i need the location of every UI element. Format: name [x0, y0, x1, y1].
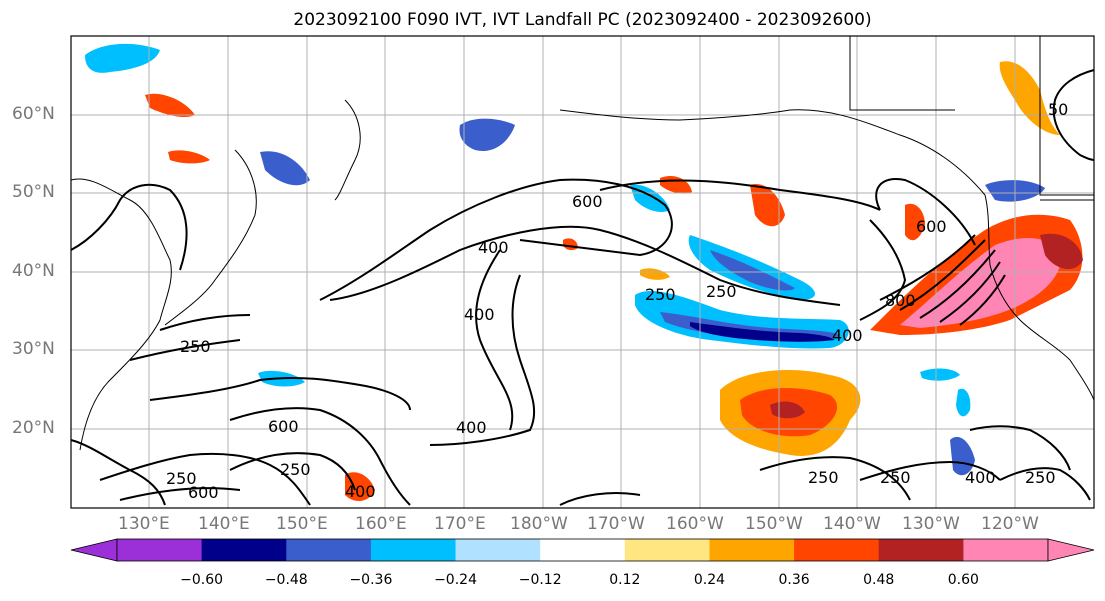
colorbar-block — [540, 539, 626, 561]
lon-label: 130°E — [118, 514, 170, 534]
lon-label: 170°E — [434, 514, 486, 534]
lon-label: 120°W — [981, 514, 1039, 534]
contour-label: 250 — [706, 282, 737, 301]
patch-nw-2 — [145, 93, 195, 118]
lon-label: 140°W — [823, 514, 881, 534]
patch-se-1 — [950, 436, 975, 476]
contour-label: 800 — [885, 291, 916, 310]
lon-label: 150°E — [276, 514, 328, 534]
colorbar-tick-label: 0.48 — [863, 572, 895, 588]
colorbar-block — [624, 539, 710, 561]
colorbar-extend-right — [1047, 538, 1095, 562]
colorbar-tick-label: −0.36 — [349, 572, 393, 588]
colorbar-tick-label: −0.60 — [180, 572, 224, 588]
contour-label: 250 — [1025, 468, 1056, 487]
lon-label: 130°W — [902, 514, 960, 534]
colorbar-block — [370, 539, 456, 561]
contour-label: 250 — [808, 468, 839, 487]
colorbar-tick-label: 0.60 — [947, 572, 979, 588]
lon-label: 140°E — [198, 514, 250, 534]
coast-japan — [164, 149, 257, 326]
contour-label: 400 — [965, 468, 996, 487]
colorbar-tick-label: −0.12 — [518, 572, 562, 588]
colorbar-block — [117, 539, 203, 561]
contour-label: 600 — [916, 217, 947, 236]
contour-label: 400 — [478, 238, 509, 257]
lon-label: 160°E — [355, 514, 407, 534]
patch-ne-2 — [905, 203, 925, 241]
lat-label: 30°N — [12, 339, 55, 359]
lon-label: 180°W — [510, 514, 568, 534]
coast-alaska — [559, 109, 986, 196]
colorbar-tick-label: 0.36 — [778, 572, 810, 588]
contour-label: 250 — [880, 468, 911, 487]
border-ne — [849, 36, 1094, 201]
colorbar — [70, 538, 1095, 562]
figure-title: 2023092100 F090 IVT, IVT Landfall PC (20… — [293, 10, 872, 30]
patch-n-1 — [459, 118, 515, 151]
lat-label: 60°N — [12, 104, 55, 124]
positive-region-westcoast-dark — [1040, 233, 1083, 270]
ivt-contours — [70, 69, 1095, 506]
contour-label: 400 — [345, 482, 376, 501]
contour-label: 400 — [832, 326, 863, 345]
patch-nw-4 — [260, 151, 310, 186]
contour-label: 250 — [166, 469, 197, 488]
contour-label: 250 — [180, 337, 211, 356]
contour-label: 250 — [645, 285, 676, 304]
patch-c-3 — [640, 268, 670, 280]
patch-se-3 — [920, 368, 960, 381]
patch-ne-1 — [750, 184, 785, 227]
colorbar-block — [455, 539, 541, 561]
lon-label: 150°W — [745, 514, 803, 534]
colorbar-block — [201, 539, 287, 561]
colorbar-blocks — [116, 538, 1049, 562]
contour-label: 50 — [1048, 100, 1068, 119]
coastlines — [70, 36, 1095, 451]
graticule — [71, 36, 1094, 508]
lat-label: 20°N — [12, 418, 55, 438]
colorbar-tick-label: 0.24 — [693, 572, 726, 588]
contour-label: 250 — [280, 460, 311, 479]
colorbar-block — [878, 539, 964, 561]
colorbar-tick-label: −0.48 — [264, 572, 308, 588]
colorbar-tick-label: 0.12 — [609, 572, 641, 588]
negative-band-north-core — [710, 250, 795, 291]
contour-labels: 600 400 250 250 800 600 400 400 250 600 … — [166, 100, 1068, 502]
coast-kamchatka — [334, 99, 361, 201]
patch-s-1 — [345, 472, 375, 502]
contour-label: 400 — [456, 418, 487, 437]
lat-label: 50°N — [12, 182, 55, 202]
contour-label: 400 — [464, 305, 495, 324]
colorbar-block — [794, 539, 880, 561]
contour-label: 600 — [572, 192, 603, 211]
patch-nw-3 — [168, 150, 210, 164]
patch-se-2 — [956, 388, 971, 417]
map-panel: 600 400 250 250 800 600 400 400 250 600 … — [70, 35, 1095, 509]
colorbar-block — [709, 539, 795, 561]
contour-label: 600 — [188, 483, 219, 502]
lon-label: 160°W — [666, 514, 724, 534]
colorbar-block — [963, 539, 1049, 561]
lat-label: 40°N — [12, 261, 55, 281]
colorbar-block — [286, 539, 372, 561]
coast-westcoast — [984, 194, 1095, 401]
negative-band-dark — [690, 322, 835, 342]
patch-nw-1 — [85, 43, 160, 73]
colorbar-tick-label: −0.24 — [434, 572, 477, 588]
lon-label: 170°W — [587, 514, 645, 534]
colorbar-extend-left — [70, 538, 118, 562]
contour-label: 600 — [268, 417, 299, 436]
